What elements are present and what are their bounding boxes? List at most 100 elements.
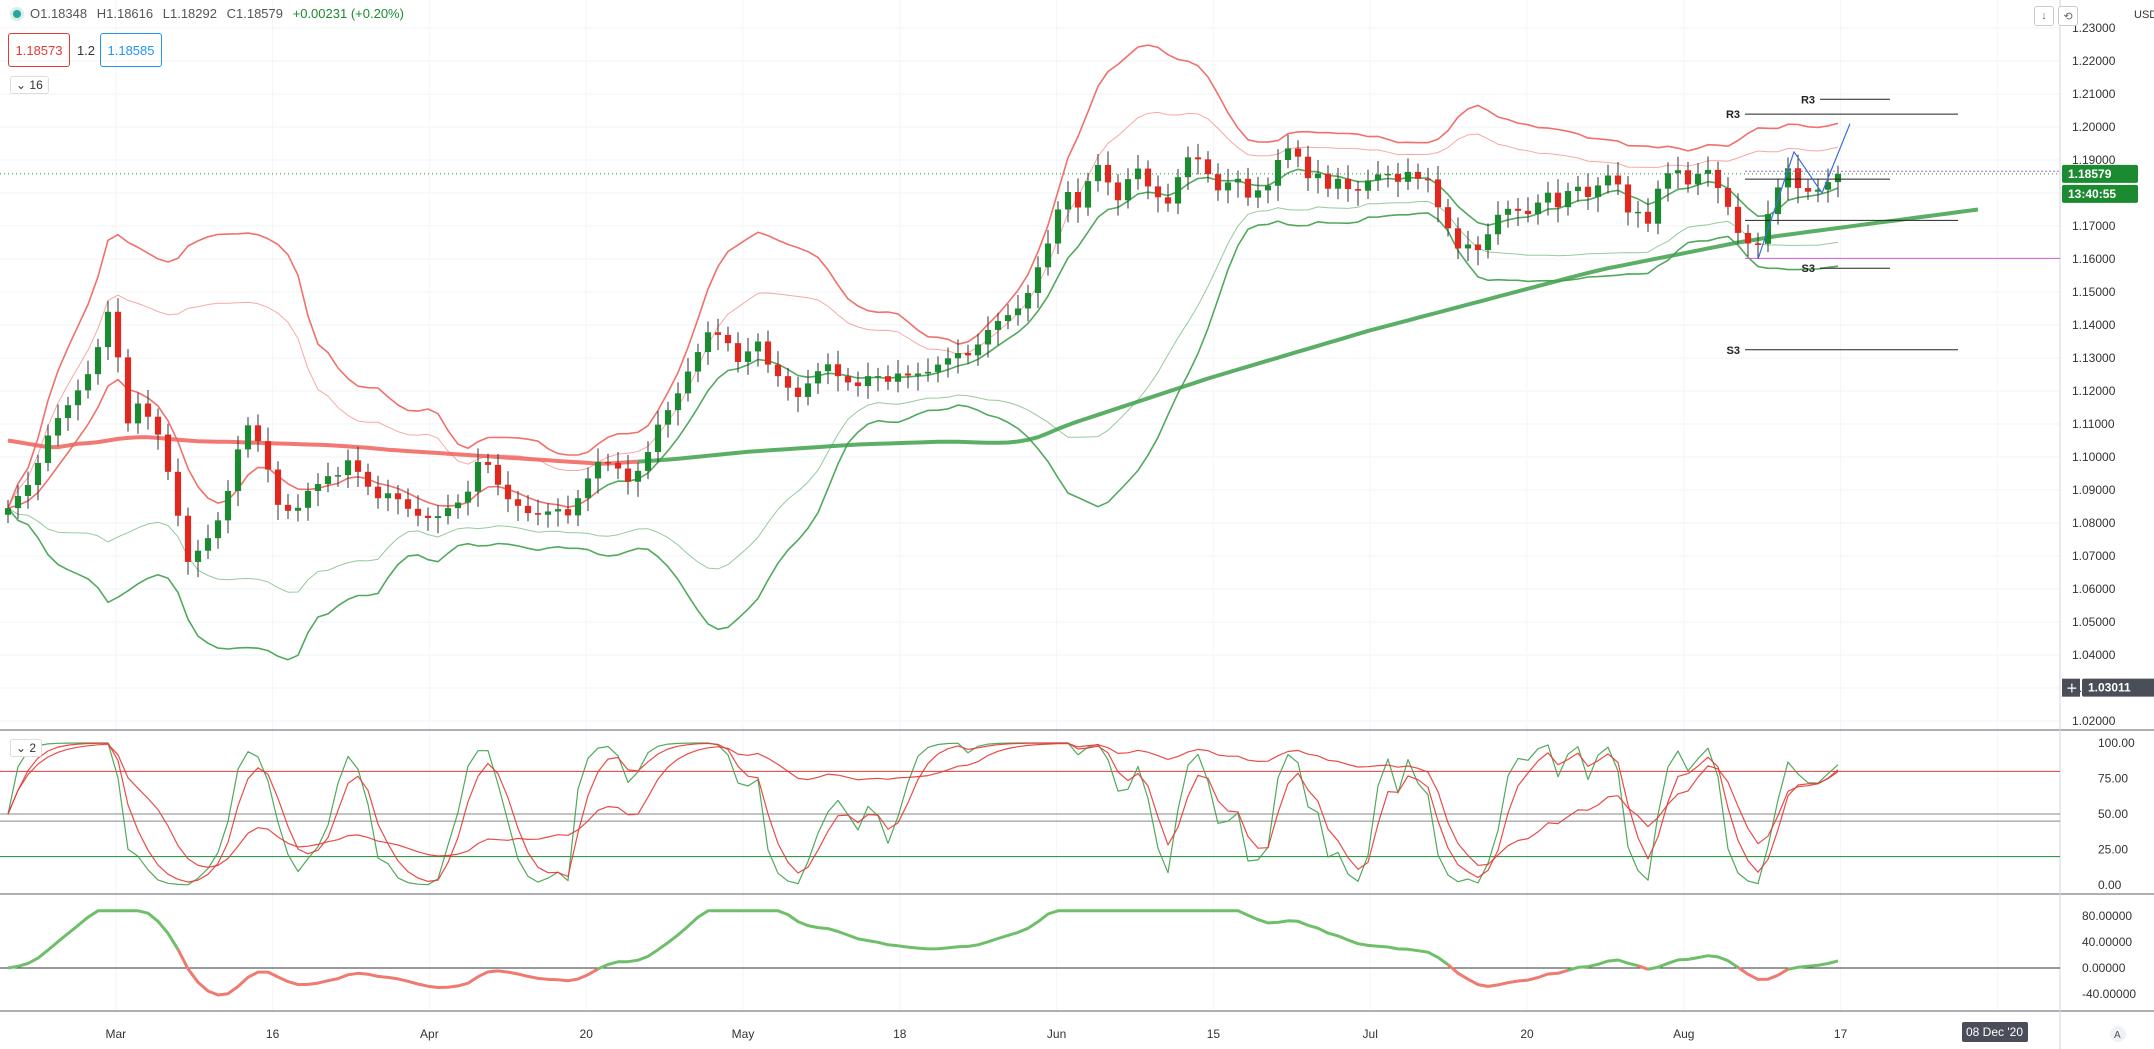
- candle-body: [794, 387, 802, 397]
- candle-body: [1194, 157, 1202, 160]
- candle-body: [344, 460, 352, 476]
- candle-body: [1474, 244, 1482, 251]
- candle-body: [934, 364, 942, 372]
- candle-body: [1364, 180, 1372, 191]
- price-tick: 1.15000: [2072, 285, 2116, 299]
- candle-body: [1334, 178, 1342, 189]
- candle-body: [194, 550, 202, 562]
- sell-quote-button[interactable]: 1.18573: [8, 33, 70, 67]
- price-tick: 1.04000: [2072, 648, 2116, 662]
- candle-body: [1564, 191, 1572, 208]
- candle-body: [1264, 185, 1272, 191]
- candle-body: [234, 449, 242, 491]
- momentum-tick: 40.00000: [2082, 935, 2132, 949]
- osc-pane-toggle[interactable]: ⌄ 2: [10, 739, 43, 757]
- candle-body: [1614, 175, 1622, 185]
- candle-body: [414, 508, 422, 516]
- candle-body: [694, 352, 702, 372]
- candle-body: [204, 538, 212, 551]
- candle-body: [1494, 214, 1502, 235]
- auto-scale-label: A: [2114, 1030, 2121, 1041]
- grid: [0, 0, 2060, 1010]
- symbol-status-icon[interactable]: [10, 6, 24, 21]
- candle-body: [1044, 243, 1052, 268]
- candle-body: [394, 493, 402, 500]
- candle-body: [294, 507, 302, 511]
- candle-body: [574, 498, 582, 516]
- time-tick: 20: [580, 1027, 594, 1041]
- slow-ma-line: [7, 435, 639, 466]
- candle-body: [554, 509, 562, 512]
- candle-body: [214, 520, 222, 539]
- osc-tick: 25.00: [2098, 843, 2128, 857]
- candle-body: [614, 462, 622, 469]
- candle-body: [1394, 173, 1402, 182]
- momentum-tick: 80.00000: [2082, 909, 2132, 923]
- last-price-badge: 1.18579: [2062, 164, 2138, 183]
- countdown-badge-text: 13:40:55: [2068, 187, 2116, 201]
- candle-body: [1244, 178, 1252, 198]
- candle-body: [704, 332, 712, 353]
- price-tick: 1.21000: [2072, 87, 2116, 101]
- last-price-badge-text: 1.18579: [2068, 167, 2112, 181]
- candle-body: [114, 311, 122, 358]
- candle-body: [94, 347, 102, 375]
- candle-body: [1254, 190, 1262, 198]
- buy-quote-button[interactable]: 1.18585: [100, 33, 162, 67]
- candle-body: [1624, 184, 1632, 213]
- candle-body: [1144, 168, 1152, 187]
- time-tick: 18: [893, 1027, 907, 1041]
- price-tick: 1.10000: [2072, 450, 2116, 464]
- restore-icon[interactable]: ⟲: [2058, 6, 2078, 26]
- candle-body: [584, 478, 592, 499]
- main-pane-toggle[interactable]: ⌄ 16: [10, 76, 49, 94]
- time-tick: 15: [1207, 1027, 1221, 1041]
- candle-body: [314, 484, 322, 491]
- momentum-line: [176, 948, 599, 997]
- candle-body: [754, 341, 762, 352]
- candle-body: [1544, 192, 1552, 203]
- candle-body: [304, 490, 312, 508]
- fast-ma-line: [7, 378, 599, 509]
- slow-ma-line: [637, 207, 1979, 464]
- candle-body: [54, 418, 62, 436]
- pane-controls: ↓ ⟲: [2034, 6, 2078, 26]
- time-tick: Aug: [1673, 1027, 1694, 1041]
- candle-body: [244, 425, 252, 450]
- candle-body: [784, 376, 792, 388]
- momentum-line: [7, 909, 180, 970]
- candle-body: [1684, 170, 1692, 185]
- pivot-label: R3: [1726, 109, 1740, 121]
- candle-body: [144, 403, 152, 417]
- candle-body: [124, 357, 132, 424]
- candle-body: [1424, 178, 1432, 181]
- arrow-down-icon[interactable]: ↓: [2034, 6, 2054, 26]
- auto-scale-button: A: [2110, 1026, 2126, 1042]
- candle-body: [664, 410, 672, 425]
- candle-body: [1514, 208, 1522, 211]
- date-badge: 08 Dec '20: [1962, 1022, 2028, 1042]
- candle-body: [514, 499, 522, 506]
- candle-body: [974, 344, 982, 356]
- candle-body: [764, 341, 772, 365]
- candle-body: [24, 485, 32, 496]
- price-tick: 1.20000: [2072, 120, 2116, 134]
- candle-body: [1824, 182, 1832, 190]
- candles: [4, 134, 1842, 578]
- slow-stoch-line: [7, 742, 1839, 868]
- osc-tick: 100.00: [2098, 736, 2135, 750]
- price-tick: 1.14000: [2072, 318, 2116, 332]
- price-tick: 1.11000: [2072, 417, 2115, 431]
- candle-body: [1724, 188, 1732, 207]
- candle-body: [524, 505, 532, 514]
- candle-body: [134, 403, 142, 424]
- momentum-pane: -40.00000 0.00000 40.00000 80.00000: [0, 909, 2136, 1001]
- candle-body: [1204, 159, 1212, 175]
- momentum-line: [1567, 958, 1639, 972]
- candle-body: [34, 462, 42, 486]
- price-tick: 1.06000: [2072, 582, 2116, 596]
- ohlc-legend: O1.18348 H1.18616 L1.18292 C1.18579 +0.0…: [10, 6, 410, 21]
- momentum-tick: -40.00000: [2082, 987, 2136, 1001]
- osc-tick: 0.00: [2098, 878, 2122, 892]
